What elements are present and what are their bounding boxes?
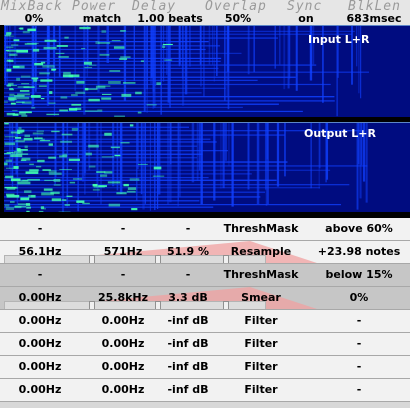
effect-row[interactable]: 0.00Hz 25.8kHz 3.3 dB Smear 0% — [0, 287, 410, 310]
parameter-header: MixBack Power Delay Overlap Sync BlkLen … — [0, 0, 410, 25]
output-spectrogram-label: Output L+R — [304, 127, 376, 140]
mode-cell[interactable]: Smear — [241, 291, 281, 304]
row-divider — [0, 263, 410, 264]
low-freq-cell[interactable]: 0.00Hz — [18, 383, 62, 396]
low-freq-cell[interactable]: 0.00Hz — [18, 360, 62, 373]
high-freq-cell[interactable]: - — [120, 268, 126, 281]
mode-cell[interactable]: Filter — [244, 383, 278, 396]
low-freq-cell[interactable]: 56.1Hz — [18, 245, 62, 258]
mode-cell[interactable]: Resample — [230, 245, 292, 258]
low-freq-cell[interactable]: - — [37, 222, 43, 235]
mixback-title: MixBack — [1, 0, 63, 14]
mixback-value[interactable]: 0% — [24, 12, 44, 25]
amount-cell[interactable]: -inf dB — [167, 360, 209, 373]
power-title: Power — [72, 0, 117, 14]
power-value[interactable]: match — [82, 12, 122, 25]
amount-cell[interactable]: -inf dB — [167, 337, 209, 350]
delay-title: Delay — [132, 0, 177, 14]
value-cell[interactable]: below 15% — [325, 268, 393, 281]
input-spectrogram-image — [4, 26, 410, 117]
amount-cell[interactable]: -inf dB — [167, 314, 209, 327]
low-freq-cell[interactable]: 0.00Hz — [18, 337, 62, 350]
amount-cell[interactable]: - — [185, 222, 191, 235]
overlap-value[interactable]: 50% — [224, 12, 252, 25]
high-freq-cell[interactable]: 0.00Hz — [101, 383, 145, 396]
mode-cell[interactable]: Filter — [244, 314, 278, 327]
high-freq-cell[interactable]: - — [120, 222, 126, 235]
high-freq-cell[interactable]: 0.00Hz — [101, 360, 145, 373]
effect-row[interactable]: - - - ThreshMask below 15% — [0, 264, 410, 287]
spectrogram-bottom-strip — [0, 212, 410, 218]
value-cell[interactable]: - — [356, 314, 362, 327]
high-freq-cell[interactable]: 25.8kHz — [97, 291, 149, 304]
row-divider — [0, 355, 410, 356]
output-spectrogram-image — [4, 123, 410, 213]
effect-row[interactable]: 0.00Hz 0.00Hz -inf dB Filter - — [0, 310, 410, 333]
value-cell[interactable]: - — [356, 360, 362, 373]
row-divider — [0, 240, 410, 241]
amount-cell[interactable]: 3.3 dB — [168, 291, 208, 304]
row-divider — [0, 378, 410, 379]
effect-row[interactable]: 0.00Hz 0.00Hz -inf dB Filter - — [0, 356, 410, 379]
row-divider — [0, 332, 410, 333]
high-freq-cell[interactable]: 0.00Hz — [101, 337, 145, 350]
delay-value[interactable]: 1.00 beats — [137, 12, 203, 25]
value-cell[interactable]: +23.98 notes — [317, 245, 401, 258]
amount-cell[interactable]: -inf dB — [167, 383, 209, 396]
row-divider — [0, 401, 410, 402]
effect-row[interactable]: 56.1Hz 571Hz 51.9 % Resample +23.98 notes — [0, 241, 410, 264]
blklen-value[interactable]: 683msec — [346, 12, 402, 25]
mode-cell[interactable]: Filter — [244, 360, 278, 373]
high-freq-cell[interactable]: 571Hz — [103, 245, 143, 258]
spectrogram-separator — [0, 117, 410, 122]
low-freq-cell[interactable]: 0.00Hz — [18, 314, 62, 327]
value-cell[interactable]: 0% — [349, 291, 369, 304]
mode-cell[interactable]: Filter — [244, 337, 278, 350]
amount-cell[interactable]: - — [185, 268, 191, 281]
effect-row[interactable]: - - - ThreshMask above 60% — [0, 218, 410, 241]
row-divider — [0, 309, 410, 310]
overlap-title: Overlap — [205, 0, 267, 14]
row-divider — [0, 286, 410, 287]
effect-row[interactable]: 0.00Hz 0.00Hz -inf dB Filter - — [0, 333, 410, 356]
low-freq-cell[interactable]: - — [37, 268, 43, 281]
mode-cell[interactable]: ThreshMask — [223, 222, 299, 235]
high-freq-cell[interactable]: 0.00Hz — [101, 314, 145, 327]
input-spectrogram-label: Input L+R — [308, 33, 370, 46]
blklen-title: BlkLen — [348, 0, 401, 14]
mode-cell[interactable]: ThreshMask — [223, 268, 299, 281]
amount-cell[interactable]: 51.9 % — [167, 245, 209, 258]
value-cell[interactable]: above 60% — [325, 222, 393, 235]
effect-row[interactable]: 0.00Hz 0.00Hz -inf dB Filter - — [0, 379, 410, 402]
output-spectrogram[interactable]: Output L+R — [4, 122, 410, 213]
low-freq-cell[interactable]: 0.00Hz — [18, 291, 62, 304]
input-spectrogram[interactable]: Input L+R — [4, 25, 410, 117]
sync-title: Sync — [287, 0, 323, 14]
sync-value[interactable]: on — [298, 12, 314, 25]
value-cell[interactable]: - — [356, 337, 362, 350]
value-cell[interactable]: - — [356, 383, 362, 396]
